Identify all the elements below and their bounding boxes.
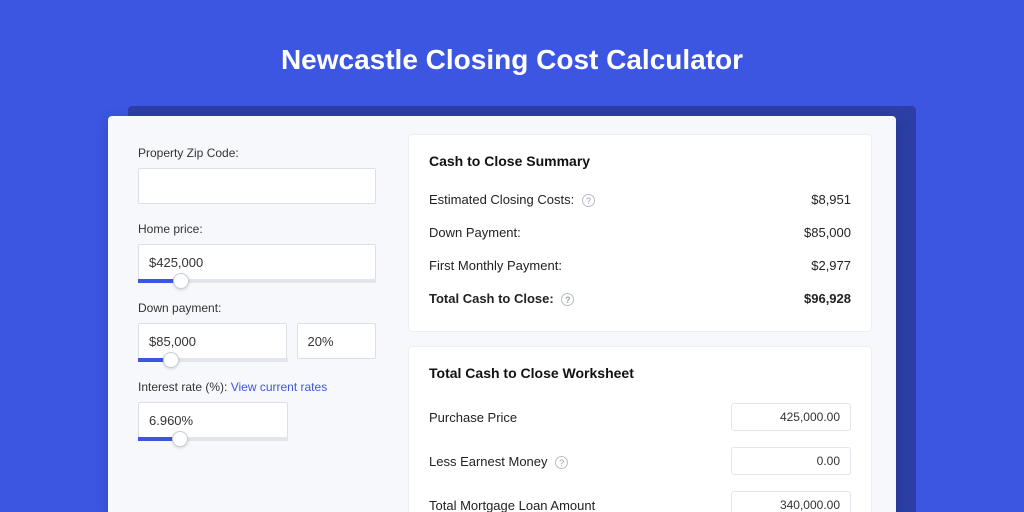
summary-row: Estimated Closing Costs: ? $8,951 [429, 183, 851, 216]
summary-card: Cash to Close Summary Estimated Closing … [408, 134, 872, 332]
page-title: Newcastle Closing Cost Calculator [0, 0, 1024, 76]
summary-value: $2,977 [811, 258, 851, 273]
worksheet-value-input[interactable] [731, 447, 851, 475]
summary-value: $85,000 [804, 225, 851, 240]
down-payment-pct-input[interactable] [297, 323, 377, 359]
calculator-panel: Property Zip Code: Home price: Down paym… [108, 116, 896, 512]
summary-label-text: Estimated Closing Costs: [429, 192, 574, 207]
home-price-slider[interactable] [138, 279, 376, 283]
home-price-label: Home price: [138, 222, 376, 236]
help-icon[interactable]: ? [555, 456, 568, 469]
interest-label: Interest rate (%): View current rates [138, 380, 376, 394]
help-icon[interactable]: ? [561, 293, 574, 306]
worksheet-card: Total Cash to Close Worksheet Purchase P… [408, 346, 872, 512]
worksheet-row: Purchase Price [429, 395, 851, 439]
worksheet-label-text: Less Earnest Money [429, 454, 548, 469]
summary-value: $96,928 [804, 291, 851, 306]
worksheet-value-input[interactable] [731, 491, 851, 512]
view-rates-link[interactable]: View current rates [231, 380, 328, 394]
down-payment-field: Down payment: [138, 301, 376, 362]
down-payment-label: Down payment: [138, 301, 376, 315]
summary-row-total: Total Cash to Close: ? $96,928 [429, 282, 851, 315]
worksheet-row: Total Mortgage Loan Amount [429, 483, 851, 512]
interest-label-text: Interest rate (%): [138, 380, 231, 394]
home-price-input[interactable] [138, 244, 376, 280]
summary-title: Cash to Close Summary [429, 153, 851, 169]
worksheet-label: Purchase Price [429, 410, 517, 425]
interest-slider[interactable] [138, 437, 288, 441]
worksheet-label: Total Mortgage Loan Amount [429, 498, 595, 512]
worksheet-title: Total Cash to Close Worksheet [429, 365, 851, 381]
summary-label-text: Total Cash to Close: [429, 291, 554, 306]
home-price-slider-thumb[interactable] [173, 273, 189, 289]
down-payment-slider[interactable] [138, 358, 288, 362]
worksheet-value-input[interactable] [731, 403, 851, 431]
summary-label: First Monthly Payment: [429, 258, 562, 273]
zip-field: Property Zip Code: [138, 146, 376, 204]
summary-row: First Monthly Payment: $2,977 [429, 249, 851, 282]
summary-label: Estimated Closing Costs: ? [429, 192, 595, 207]
help-icon[interactable]: ? [582, 194, 595, 207]
down-payment-input[interactable] [138, 323, 287, 359]
zip-input[interactable] [138, 168, 376, 204]
interest-slider-thumb[interactable] [172, 431, 188, 447]
summary-value: $8,951 [811, 192, 851, 207]
summary-label: Down Payment: [429, 225, 521, 240]
worksheet-row: Less Earnest Money ? [429, 439, 851, 483]
down-payment-slider-thumb[interactable] [163, 352, 179, 368]
page-background: Newcastle Closing Cost Calculator Proper… [0, 0, 1024, 512]
interest-field: Interest rate (%): View current rates [138, 380, 376, 441]
results-column: Cash to Close Summary Estimated Closing … [398, 116, 896, 512]
zip-label: Property Zip Code: [138, 146, 376, 160]
home-price-field: Home price: [138, 222, 376, 283]
summary-row: Down Payment: $85,000 [429, 216, 851, 249]
worksheet-label: Less Earnest Money ? [429, 454, 568, 469]
summary-label: Total Cash to Close: ? [429, 291, 574, 306]
inputs-column: Property Zip Code: Home price: Down paym… [108, 116, 398, 512]
interest-input[interactable] [138, 402, 288, 438]
